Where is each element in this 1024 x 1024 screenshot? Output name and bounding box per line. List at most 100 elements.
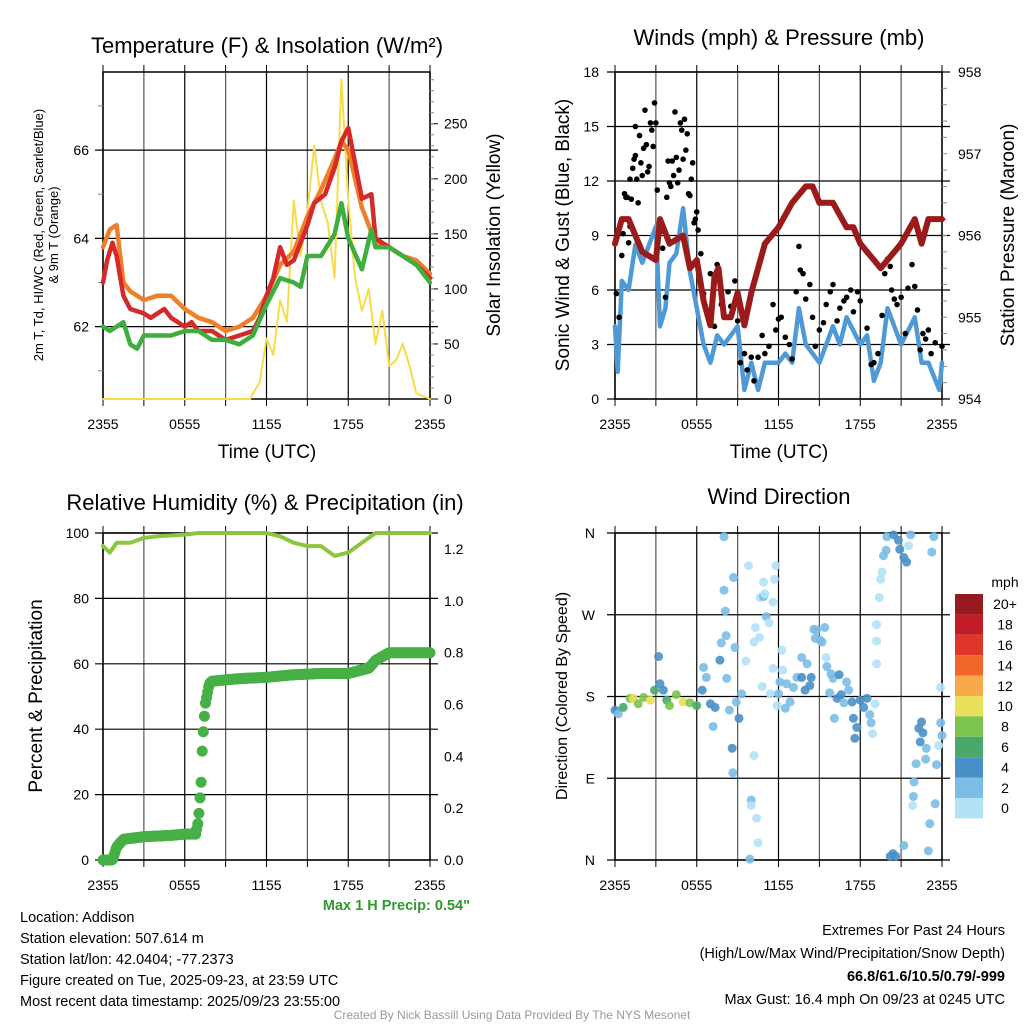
colorbar-label: 16 bbox=[997, 637, 1013, 653]
gust-point bbox=[725, 289, 731, 295]
gust-point bbox=[698, 250, 704, 257]
direction-point bbox=[720, 606, 730, 616]
colorbar-label: 0 bbox=[1001, 800, 1009, 816]
gust-point bbox=[778, 314, 785, 321]
extremes-title: Extremes For Past 24 Hours bbox=[822, 923, 1005, 939]
direction-point bbox=[802, 659, 812, 669]
temp-ylabel: 2m T, Td, HI/WC (Red, Green, Scarlet/Blu… bbox=[31, 109, 46, 361]
colorbar-swatch bbox=[955, 655, 983, 676]
series-relative-humidity bbox=[101, 531, 432, 558]
gust-point bbox=[834, 318, 840, 324]
direction-point bbox=[899, 840, 909, 850]
x-tick-label: 1755 bbox=[845, 877, 876, 893]
direction-point bbox=[749, 751, 759, 761]
direction-point bbox=[715, 655, 725, 665]
gust-point bbox=[843, 294, 850, 301]
direction-point bbox=[768, 663, 778, 673]
direction-point bbox=[797, 652, 807, 662]
gust-point bbox=[619, 252, 625, 259]
direction-point bbox=[760, 589, 770, 599]
gust-point bbox=[751, 378, 757, 384]
direction-point bbox=[923, 846, 933, 856]
gust-point bbox=[902, 330, 909, 337]
gust-point bbox=[939, 343, 945, 350]
gust-point bbox=[628, 196, 635, 202]
gust-point bbox=[920, 330, 926, 337]
extremes-subtitle: (High/Low/Max Wind/Precipitation/Snow De… bbox=[700, 946, 1005, 962]
series-2m-t bbox=[100, 125, 433, 343]
gust-point bbox=[782, 334, 789, 341]
direction-point bbox=[728, 768, 738, 778]
y-tick-label: 62 bbox=[73, 319, 89, 335]
y-tick-label: 60 bbox=[73, 656, 89, 672]
gust-point bbox=[672, 109, 678, 115]
precip-point bbox=[424, 647, 436, 659]
direction-point bbox=[774, 689, 783, 699]
gust-point bbox=[887, 263, 894, 270]
colorbar-swatch bbox=[955, 696, 983, 717]
precip-point bbox=[196, 745, 208, 757]
y-tick-label: 64 bbox=[73, 230, 89, 246]
gust-point bbox=[673, 154, 680, 161]
direction-point bbox=[771, 561, 781, 571]
direction-point bbox=[697, 685, 707, 695]
gust-point bbox=[650, 143, 656, 150]
y2-tick-label: 0.2 bbox=[444, 800, 464, 816]
gust-point bbox=[770, 301, 776, 308]
direction-point bbox=[925, 819, 935, 829]
gust-point bbox=[809, 314, 816, 321]
gust-point bbox=[688, 176, 695, 182]
wind-xlabel: Time (UTC) bbox=[730, 442, 829, 463]
y2-tick-label: 0.4 bbox=[444, 748, 464, 764]
direction-point bbox=[872, 620, 882, 630]
direction-point bbox=[852, 722, 862, 732]
direction-point bbox=[750, 622, 760, 632]
direction-point bbox=[865, 710, 875, 720]
gust-point bbox=[932, 339, 938, 346]
direction-point bbox=[908, 801, 918, 810]
x-tick-label: 1155 bbox=[763, 877, 793, 893]
gust-point bbox=[793, 289, 800, 295]
colorbar-label: 12 bbox=[997, 678, 1013, 694]
colorbar-swatch bbox=[955, 675, 983, 696]
colorbar-label: 10 bbox=[997, 698, 1013, 714]
y2-tick-label: 0 bbox=[444, 391, 452, 407]
x-tick-label: 2355 bbox=[414, 416, 445, 432]
temp-ylabel-2: & 9m T (Orange) bbox=[46, 186, 61, 283]
direction-point bbox=[729, 573, 739, 583]
gust-point bbox=[827, 289, 834, 295]
direction-point bbox=[716, 638, 726, 648]
gust-point bbox=[766, 343, 772, 350]
gust-point bbox=[905, 285, 911, 291]
gust-point bbox=[692, 216, 699, 222]
direction-point bbox=[812, 625, 822, 635]
x-tick-label: 0555 bbox=[169, 877, 200, 893]
panel-1: 2355 0555 1155 1755 235503691215189549559569… bbox=[583, 64, 981, 432]
y2-tick-label: 250 bbox=[444, 116, 468, 132]
extremes-info: Extremes For Past 24 Hours (High/Low/Max… bbox=[700, 923, 1005, 1008]
x-tick-label: 2355 bbox=[87, 416, 118, 432]
gust-point bbox=[837, 305, 843, 311]
y2-tick-label: 0.6 bbox=[444, 697, 464, 713]
gust-point bbox=[707, 270, 714, 277]
direction-point bbox=[932, 760, 942, 770]
precip-point bbox=[192, 818, 204, 830]
gust-point bbox=[648, 127, 655, 133]
colorbar-swatch bbox=[955, 777, 983, 798]
gust-point bbox=[734, 318, 741, 324]
gust-point bbox=[669, 158, 676, 164]
direction-point bbox=[934, 741, 944, 751]
direction-point bbox=[839, 698, 849, 708]
direction-point bbox=[821, 652, 831, 662]
direction-point bbox=[902, 557, 912, 567]
y-tick-label: 9 bbox=[591, 228, 599, 244]
gust-point bbox=[911, 283, 918, 290]
gust-point bbox=[668, 183, 674, 190]
colorbar-swatch bbox=[955, 634, 983, 656]
y-tick-label: 0 bbox=[81, 852, 89, 868]
direction-point bbox=[633, 699, 643, 709]
direction-point bbox=[769, 574, 779, 584]
direction-point bbox=[929, 532, 939, 542]
direction-point bbox=[685, 698, 695, 708]
